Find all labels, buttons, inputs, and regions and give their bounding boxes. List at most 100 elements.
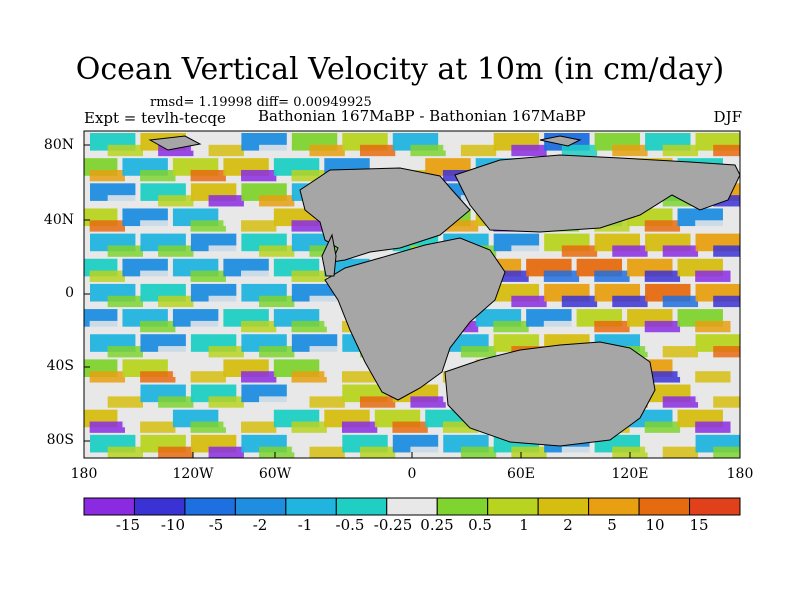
colorbar-segment <box>689 497 741 516</box>
velocity-band <box>662 144 699 157</box>
velocity-band <box>442 421 479 433</box>
velocity-band <box>259 346 295 358</box>
velocity-band <box>511 245 547 257</box>
velocity-band <box>107 446 143 458</box>
colorbar-label: -1 <box>297 516 313 534</box>
velocity-band <box>241 270 277 282</box>
velocity-band <box>493 320 529 333</box>
colorbar-segment <box>234 497 287 516</box>
land-mass <box>324 237 506 401</box>
velocity-band <box>662 245 699 257</box>
colorbar-segment <box>537 497 590 516</box>
colorbar-label: -5 <box>208 516 224 534</box>
rmsd-diff-stats: rmsd= 1.19998 diff= 0.00949925 <box>150 95 372 110</box>
velocity-band <box>89 421 125 433</box>
land-mass <box>321 233 337 277</box>
colorbar-segment <box>487 497 539 516</box>
velocity-band <box>341 371 378 383</box>
velocity-band <box>190 421 226 433</box>
longitude-tick-marks <box>83 452 741 458</box>
velocity-band <box>89 169 125 182</box>
velocity-band <box>140 169 176 182</box>
velocity-band <box>241 371 277 383</box>
velocity-band <box>158 195 194 207</box>
velocity-band <box>309 346 345 358</box>
land-mass <box>454 154 740 233</box>
velocity-band <box>442 220 479 232</box>
colorbar-segment <box>588 497 640 516</box>
velocity-band <box>158 144 194 157</box>
velocity-band <box>107 396 143 408</box>
velocity-band <box>662 396 699 408</box>
velocity-band <box>713 295 740 308</box>
velocity-band <box>158 295 194 308</box>
velocity-band <box>493 270 529 282</box>
velocity-band <box>158 245 194 257</box>
velocity-band <box>695 270 731 282</box>
velocity-band <box>259 446 295 458</box>
velocity-band <box>309 396 345 408</box>
velocity-band <box>89 320 125 333</box>
velocity-band <box>561 245 598 257</box>
velocity-band <box>341 421 378 433</box>
velocity-band <box>158 396 194 408</box>
colorbar-segment <box>386 497 438 516</box>
velocity-band <box>140 421 176 433</box>
velocity-band <box>713 245 740 257</box>
velocity-band <box>140 220 176 232</box>
velocity-band <box>713 396 740 408</box>
velocity-band <box>107 144 143 157</box>
lat-label-40n: 40N <box>43 212 74 228</box>
velocity-band <box>309 446 345 458</box>
velocity-band <box>241 320 277 333</box>
velocity-band <box>594 220 630 232</box>
velocity-band <box>695 371 731 383</box>
velocity-band <box>259 144 295 157</box>
velocity-band <box>460 446 497 458</box>
velocity-band <box>543 320 580 333</box>
velocity-band <box>140 320 176 333</box>
velocity-band <box>359 396 396 408</box>
velocity-band <box>594 320 630 333</box>
lat-label-80n: 80N <box>43 137 74 153</box>
colorbar-label: -0.25 <box>373 516 413 534</box>
lon-label-180e: 180 <box>726 466 754 482</box>
velocity-band <box>259 295 295 308</box>
velocity-band <box>460 144 497 157</box>
colorbar-label: 15 <box>689 516 709 534</box>
velocity-band <box>89 220 125 232</box>
colorbar <box>83 497 741 516</box>
velocity-band <box>140 371 176 383</box>
colorbar-label: -0.5 <box>335 516 365 534</box>
colorbar-label: 10 <box>645 516 665 534</box>
velocity-band <box>190 220 226 232</box>
colorbar-segment <box>638 497 691 516</box>
velocity-band <box>561 446 598 458</box>
velocity-band <box>511 446 547 458</box>
velocity-band <box>208 396 244 408</box>
colorbar-label: -10 <box>160 516 186 534</box>
velocity-band <box>291 270 327 282</box>
velocity-band <box>410 446 446 458</box>
experiment-label: Expt = tevlh-tecqe <box>84 109 226 127</box>
velocity-band <box>190 169 226 182</box>
velocity-band <box>208 144 244 157</box>
colorbar-segment <box>133 497 186 516</box>
velocity-band <box>511 295 547 308</box>
colorbar-label: -2 <box>252 516 268 534</box>
lon-label-120e: 120E <box>611 466 649 482</box>
colorbar-label: 0.25 <box>420 516 454 534</box>
colorbar-segment <box>436 497 489 516</box>
colorbar-label: 5 <box>607 516 617 534</box>
velocity-band <box>644 421 681 433</box>
velocity-band <box>644 220 681 232</box>
velocity-band <box>410 144 446 157</box>
velocity-band <box>208 346 244 358</box>
velocity-band <box>392 421 428 433</box>
colorbar-label: 1 <box>519 516 529 534</box>
velocity-band <box>107 346 143 358</box>
velocity-band <box>107 245 143 257</box>
velocity-band <box>107 295 143 308</box>
velocity-band <box>662 346 699 358</box>
